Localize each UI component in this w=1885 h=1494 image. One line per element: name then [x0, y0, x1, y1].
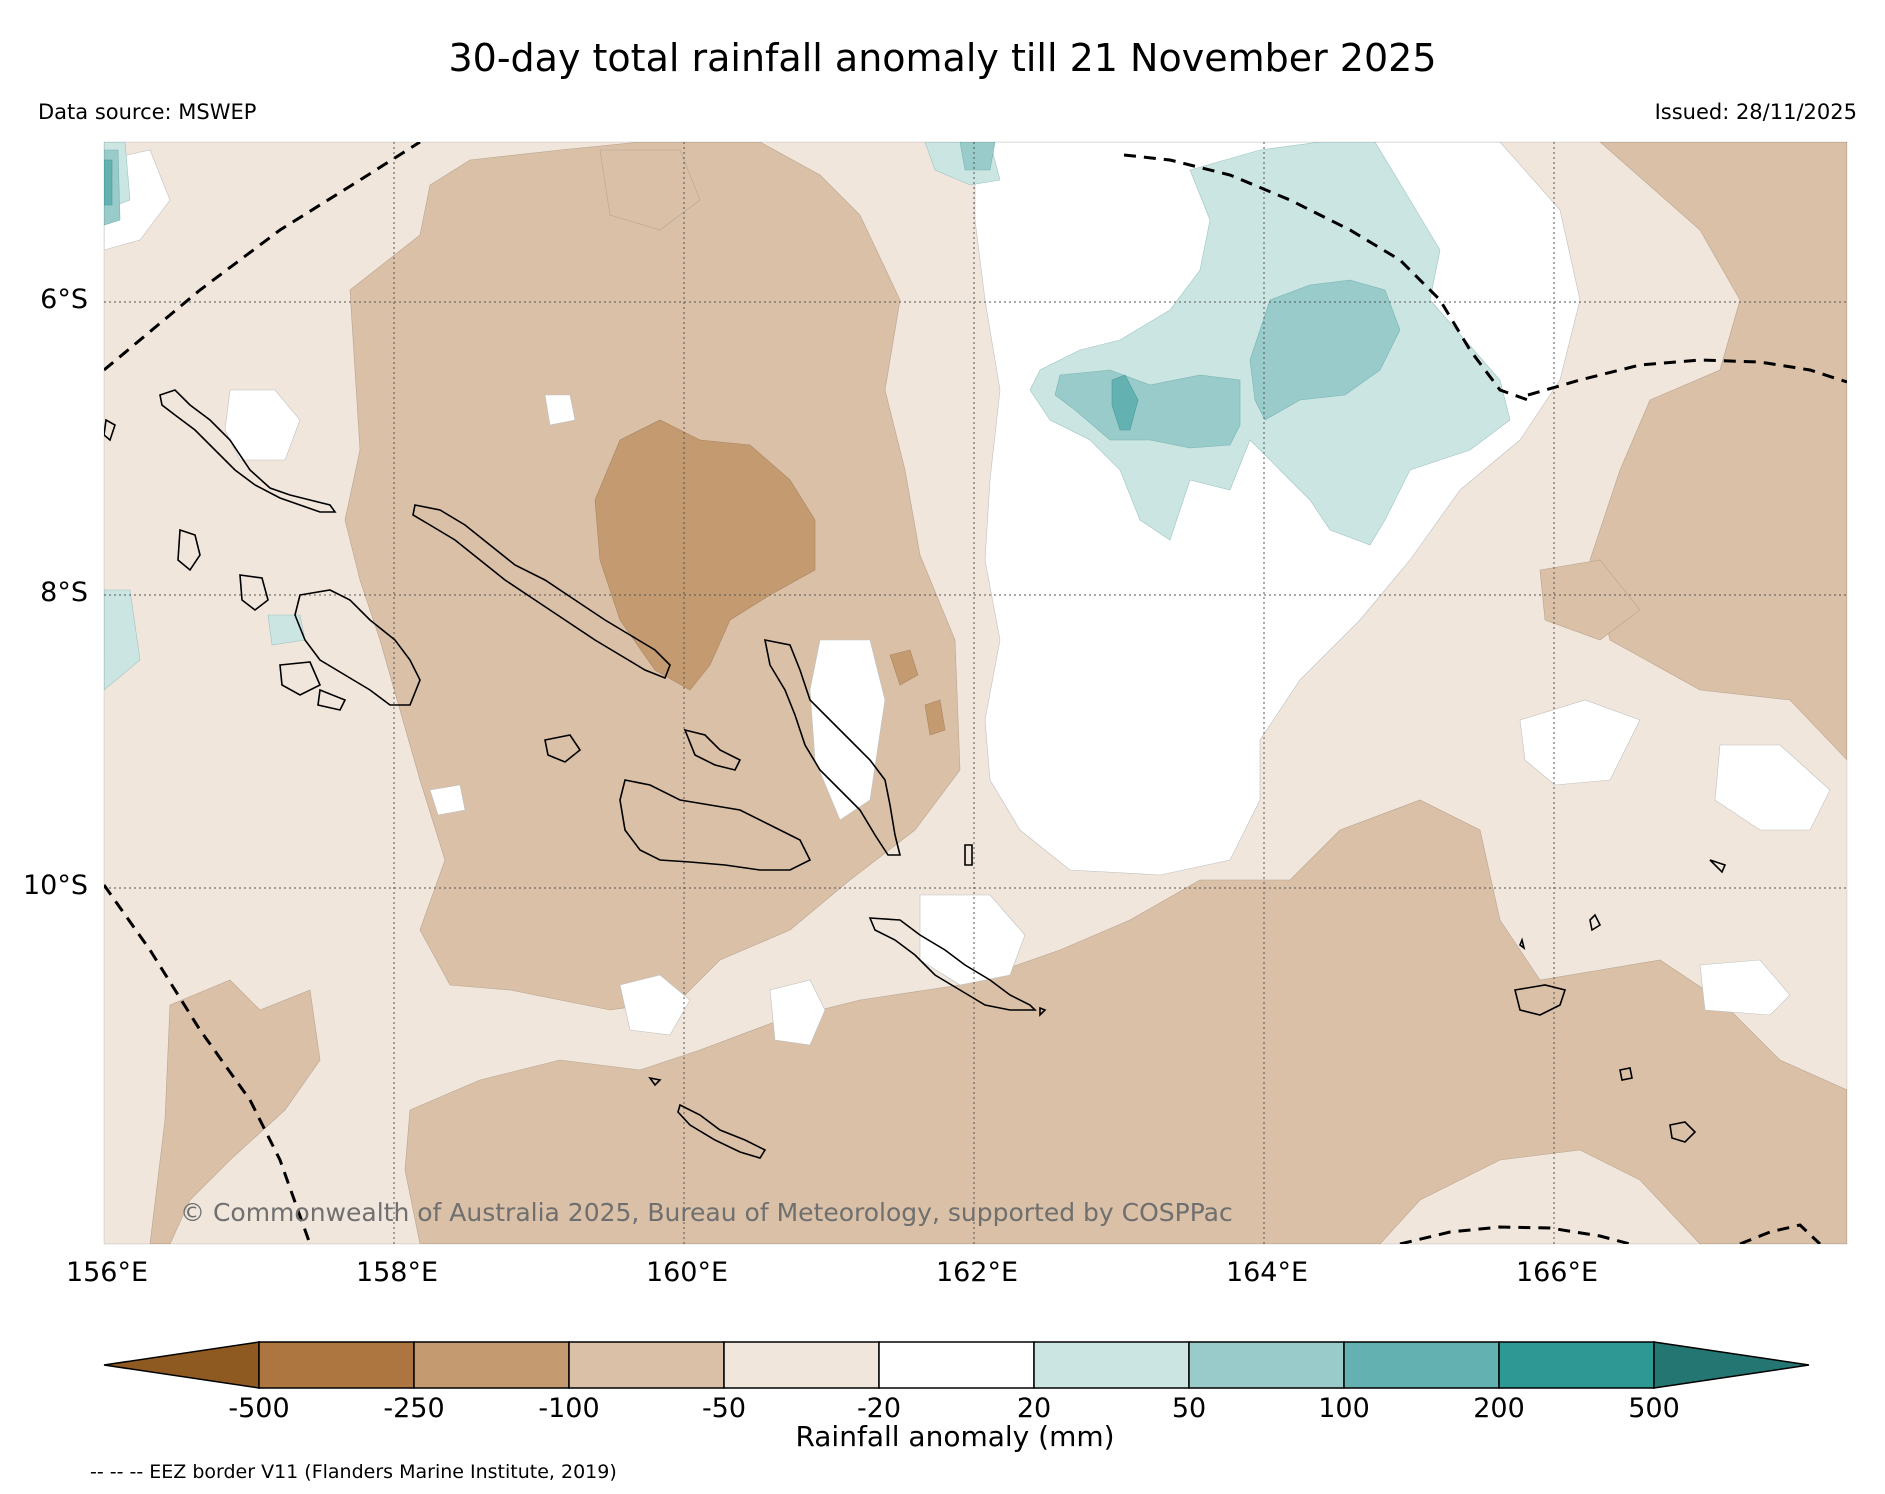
anomaly-region-minus250-minus100 — [594, 419, 946, 736]
colorbar-tick: 200 — [1473, 1393, 1525, 1424]
colorbar-bin-6 — [1033, 1341, 1190, 1389]
data-source: Data source: MSWEP — [38, 100, 257, 124]
anomaly-region-plus200-plus500 — [104, 159, 1139, 431]
colorbar-bin-2 — [413, 1341, 570, 1389]
colorbar-bin-9 — [1498, 1341, 1655, 1389]
lon-label-164e: 164°E — [1225, 1257, 1309, 1288]
eez-borders — [104, 142, 1847, 1244]
colorbar-tick: -250 — [383, 1393, 445, 1424]
issued-date: Issued: 28/11/2025 — [1654, 100, 1857, 124]
eez-legend-note: -- -- -- EEZ border V11 (Flanders Marine… — [90, 1461, 617, 1483]
colorbar-tick: -500 — [228, 1393, 290, 1424]
colorbar-title: Rainfall anomaly (mm) — [795, 1420, 1115, 1453]
map-title: 30-day total rainfall anomaly till 21 No… — [448, 36, 1437, 80]
lat-label-6s: 6°S — [40, 284, 88, 315]
lon-label-162e: 162°E — [935, 1257, 1019, 1288]
copyright-notice: © Commonwealth of Australia 2025, Bureau… — [180, 1198, 1233, 1227]
colorbar-extend-low — [103, 1341, 260, 1389]
lat-label-10s: 10°S — [23, 870, 88, 901]
colorbar-extend-high — [1653, 1341, 1810, 1389]
lon-label-166e: 166°E — [1515, 1257, 1599, 1288]
colorbar-tick: -100 — [538, 1393, 600, 1424]
colorbar-bin-5 — [878, 1341, 1035, 1389]
lon-label-156e: 156°E — [65, 1257, 149, 1288]
colorbar-bin-8 — [1343, 1341, 1500, 1389]
colorbar-bin-1 — [258, 1341, 415, 1389]
colorbar-tick: -50 — [701, 1393, 747, 1424]
colorbar-bin-3 — [568, 1341, 725, 1389]
lon-label-160e: 160°E — [645, 1257, 729, 1288]
colorbar-tick: 100 — [1318, 1393, 1370, 1424]
colorbar-tick: 500 — [1628, 1393, 1680, 1424]
colorbar-bin-4 — [723, 1341, 880, 1389]
graticule — [104, 142, 1847, 1244]
colorbar-bin-7 — [1188, 1341, 1345, 1389]
lat-label-8s: 8°S — [40, 577, 88, 608]
colorbar-tick: 50 — [1171, 1393, 1207, 1424]
map-frame — [103, 141, 1848, 1245]
colorbar-tick: 20 — [1016, 1393, 1052, 1424]
coastlines — [104, 389, 1727, 1159]
colorbar-tick: -20 — [856, 1393, 902, 1424]
colorbar — [103, 1341, 1810, 1389]
lon-label-158e: 158°E — [355, 1257, 439, 1288]
